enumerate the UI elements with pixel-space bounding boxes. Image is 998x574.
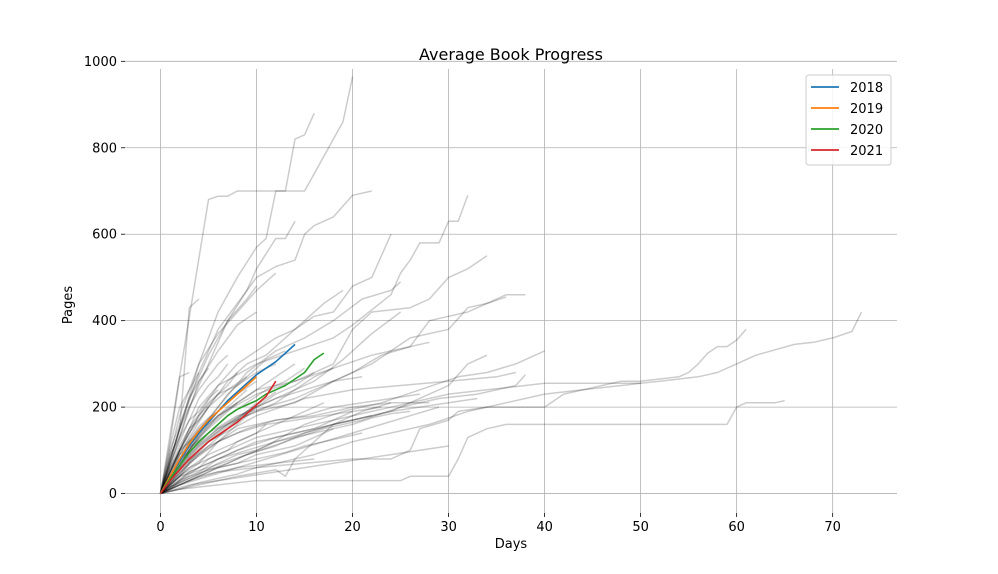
legend-label-2019: 2019: [850, 102, 883, 117]
book-progress-line: [160, 397, 478, 495]
x-tick-label: 40: [536, 520, 553, 535]
gridlines: [125, 60, 897, 513]
book-progress-line: [159, 393, 420, 495]
book-progress-line: [160, 354, 488, 495]
book-progress-line: [159, 371, 190, 494]
x-tick-label: 60: [728, 520, 745, 535]
book-progress-line: [159, 389, 219, 494]
y-tick-label: 400: [92, 314, 117, 329]
y-tick-label: 600: [92, 228, 117, 243]
book-progress-line: [159, 402, 325, 495]
book-progress-line: [160, 406, 440, 495]
book-progress-line: [159, 363, 229, 494]
book-progress-line: [160, 402, 392, 495]
book-progress-line: [159, 372, 200, 494]
legend-label-2021: 2021: [850, 144, 883, 159]
book-progress-line: [159, 311, 402, 494]
series-line-2020: [159, 352, 325, 494]
series-line-2021: [159, 380, 277, 494]
legend-label-2020: 2020: [850, 123, 883, 138]
book-progress-line: [159, 190, 372, 494]
book-progress-line: [159, 112, 315, 494]
book-progress-line: [160, 410, 411, 495]
book-progress-line: [159, 402, 430, 495]
book-progress-line: [159, 220, 296, 494]
book-progress-line: [159, 311, 257, 494]
book-progress-line: [159, 363, 296, 494]
book-progress-line: [159, 363, 277, 494]
legend-label-2018: 2018: [850, 81, 883, 96]
book-progress-line: [159, 289, 344, 494]
book-progress-line: [160, 445, 449, 495]
book-progress-line: [159, 341, 430, 494]
x-axis-label: Days: [495, 537, 528, 552]
book-progress-line: [160, 328, 747, 495]
book-progress-line: [159, 293, 526, 494]
book-progress-line: [160, 428, 334, 495]
book-progress-line: [159, 367, 334, 494]
x-tick-label: 30: [440, 520, 457, 535]
book-progress-line: [160, 458, 315, 495]
y-tick-label: 800: [92, 141, 117, 156]
axes: 0 10 20 30 40 50 60 70 0 200 400 600 800 1000: [84, 55, 841, 535]
y-tick-label: 0: [109, 487, 117, 502]
series-line-2018: [159, 343, 296, 494]
book-progress-line: [159, 376, 248, 494]
book-progress-line: [159, 371, 315, 495]
individual-book-lines: [159, 76, 863, 495]
book-progress-line: [159, 255, 488, 494]
book-progress-line: [159, 382, 641, 495]
series-line-2019: [159, 376, 258, 494]
y-tick-label: 200: [92, 401, 117, 416]
book-progress-line: [160, 432, 363, 495]
book-progress-line: [159, 371, 516, 495]
book-progress-line: [160, 350, 545, 495]
book-progress-line: [159, 233, 392, 494]
book-progress-line: [159, 296, 507, 494]
book-progress-line: [159, 376, 363, 494]
x-tick-label: 20: [344, 520, 361, 535]
book-progress-line: [160, 399, 785, 495]
book-progress-line: [159, 298, 200, 494]
legend-box: [805, 74, 892, 166]
book-progress-line: [159, 402, 258, 495]
book-progress-line: [160, 414, 372, 495]
x-tick-label: 70: [824, 520, 841, 535]
book-progress-line: [159, 195, 469, 494]
book-progress-line: [160, 410, 353, 495]
book-progress-line: [159, 354, 229, 494]
x-tick-label: 10: [248, 520, 265, 535]
x-tick-label: 0: [156, 520, 164, 535]
yearly-average-lines: [159, 343, 325, 494]
book-progress-line: [160, 423, 267, 495]
legend: 2018 2019 2020 2021: [805, 74, 892, 166]
book-progress-line: [159, 367, 210, 494]
book-progress-line: [160, 311, 863, 495]
book-progress-line: [159, 76, 354, 494]
book-progress-line: [159, 285, 258, 494]
book-progress-line: [159, 374, 526, 495]
y-tick-label: 1000: [84, 55, 117, 70]
book-progress-line: [159, 372, 238, 494]
book-progress-line: [159, 406, 382, 494]
book-progress-line: [159, 272, 277, 494]
y-axis-label: Pages: [61, 286, 76, 324]
book-progress-line: [159, 350, 286, 494]
x-tick-label: 50: [632, 520, 649, 535]
chart-title: Average Book Progress: [419, 45, 603, 64]
book-progress-line: [159, 406, 210, 494]
